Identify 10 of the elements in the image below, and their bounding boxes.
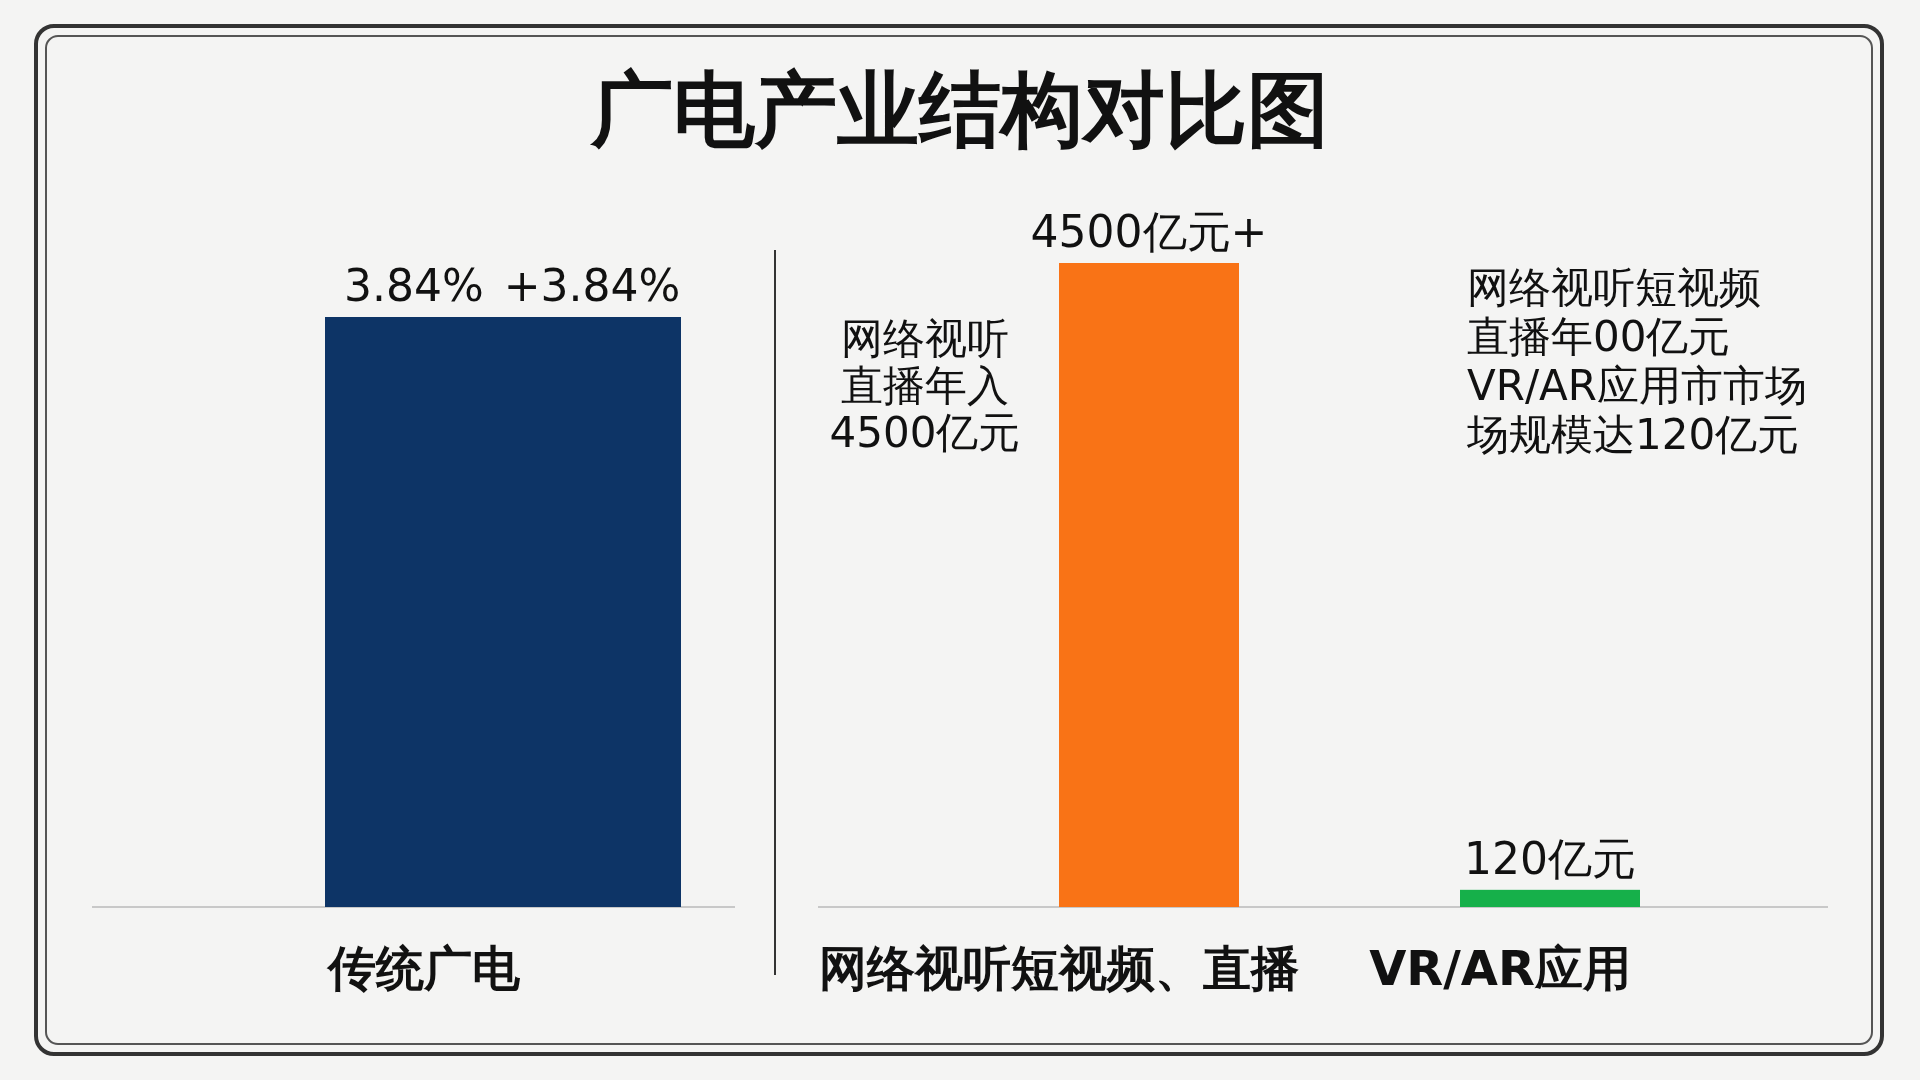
data-label: +3.84% bbox=[503, 260, 681, 311]
x-tick-label: 网络视听短视频、直播 bbox=[819, 940, 1299, 996]
data-label: 4500亿元+ bbox=[1030, 206, 1268, 257]
x-tick-label: VR/AR应用 bbox=[1369, 940, 1631, 996]
data-label: 120亿元 bbox=[1464, 832, 1636, 884]
annotation: 网络视听短视频直播年00亿元VR/AR应用市市场场规模达120亿元 bbox=[1466, 263, 1807, 459]
annotation: 网络视听直播年入4500亿元 bbox=[829, 314, 1021, 457]
x-tick-label: 传统广电 bbox=[326, 940, 521, 996]
text: 广电产业结构对比图 bbox=[589, 62, 1329, 157]
data-label: 3.84% bbox=[344, 260, 484, 311]
